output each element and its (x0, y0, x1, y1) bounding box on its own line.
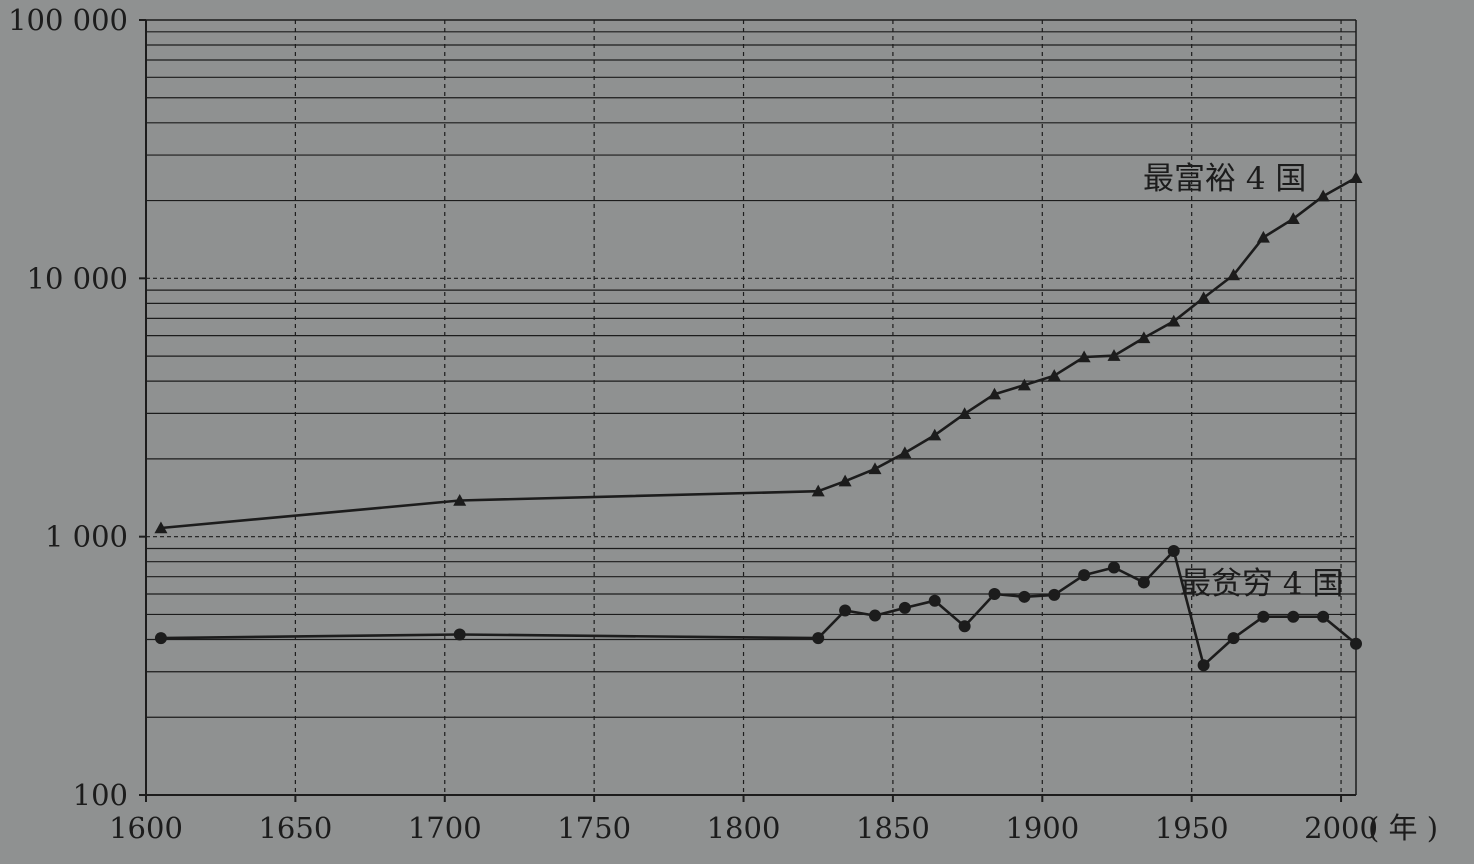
data-point-triangle (898, 446, 912, 459)
x-tick-label: 1950 (1155, 811, 1229, 845)
data-point-circle (1227, 632, 1240, 645)
x-tick-label: 1850 (856, 811, 930, 845)
data-point-triangle (811, 484, 825, 497)
y-tick-labels: 100 1 000 10 000 100 000 (8, 3, 128, 812)
data-point-triangle (1107, 349, 1121, 361)
data-point-triangle (1227, 268, 1241, 281)
y-tick-label: 100 (73, 778, 128, 812)
x-tick-label: 1700 (408, 811, 482, 845)
x-gridlines (294, 20, 1342, 795)
data-point-triangle (1197, 291, 1211, 304)
data-point-triangle (868, 462, 882, 475)
data-point-triangle (1017, 378, 1031, 391)
y-tick-label: 100 000 (8, 3, 128, 37)
series-poorest (154, 545, 1362, 672)
y-tick-label: 10 000 (27, 261, 128, 295)
x-tick-label: 2000 (1304, 811, 1378, 845)
data-point-circle (154, 632, 167, 645)
data-point-triangle (1286, 212, 1300, 225)
data-point-triangle (1167, 314, 1181, 327)
data-point-triangle (453, 494, 467, 506)
x-tick-label: 1900 (1005, 811, 1079, 845)
y-major-gridlines (146, 277, 1356, 538)
y-minor-gridlines (146, 31, 1356, 718)
data-point-circle (1167, 545, 1180, 558)
x-tick-labels: 1600 1650 1700 1750 1800 1850 1900 1950 2000 (109, 811, 1378, 845)
series-labels: 最富裕 4 国 最贫穷 4 国 (1143, 161, 1343, 602)
axes (139, 19, 1357, 802)
series-richest (154, 171, 1363, 534)
data-point-circle (868, 609, 881, 622)
data-point-circle (1018, 590, 1031, 603)
data-point-triangle (1137, 331, 1151, 344)
series-layer (154, 171, 1363, 672)
data-point-circle (958, 620, 971, 633)
x-unit-label: ( 年 ) (1368, 811, 1438, 845)
data-point-triangle (1077, 350, 1091, 363)
data-point-circle (898, 601, 911, 614)
data-point-circle (1257, 610, 1270, 623)
data-point-triangle (987, 387, 1001, 400)
data-point-triangle (1047, 369, 1061, 381)
data-point-triangle (1316, 189, 1330, 202)
data-point-triangle (958, 407, 972, 419)
data-point-triangle (1256, 230, 1270, 243)
data-point-triangle (154, 521, 168, 534)
data-point-circle (988, 587, 1001, 600)
x-tick-label: 1600 (109, 811, 183, 845)
data-point-triangle (1349, 171, 1363, 183)
data-point-triangle (928, 428, 942, 441)
data-point-circle (812, 632, 825, 645)
x-tick-label: 1650 (258, 811, 332, 845)
data-point-circle (1108, 561, 1120, 574)
series-label-richest: 最富裕 4 国 (1143, 161, 1306, 197)
data-point-circle (928, 594, 941, 607)
data-point-circle (839, 604, 852, 617)
x-tick-label: 1750 (557, 811, 631, 845)
data-point-circle (1317, 610, 1330, 623)
data-point-triangle (838, 474, 852, 487)
data-point-circle (1078, 569, 1091, 582)
y-tick-label: 1 000 (45, 520, 128, 554)
series-line (160, 549, 1357, 667)
data-point-circle (453, 628, 466, 641)
series-line (160, 176, 1357, 530)
data-point-circle (1287, 610, 1300, 623)
data-point-circle (1197, 659, 1210, 672)
series-label-poorest: 最贫穷 4 国 (1180, 566, 1343, 602)
data-point-circle (1048, 588, 1061, 601)
data-point-circle (1137, 576, 1150, 589)
data-point-circle (1350, 637, 1362, 650)
x-tick-label: 1800 (707, 811, 781, 845)
